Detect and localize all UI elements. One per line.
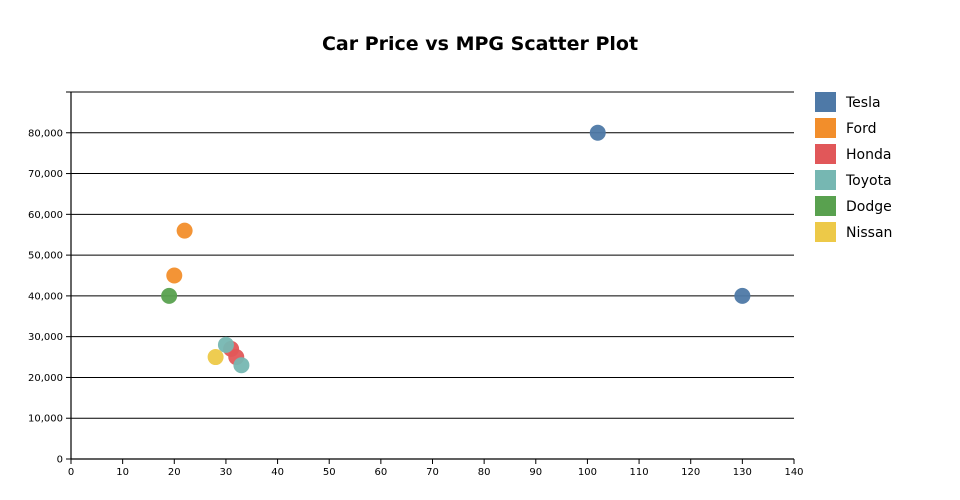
x-tick-label: 80	[478, 467, 491, 478]
x-tick-label: 60	[374, 467, 387, 478]
x-tick-label: 70	[426, 467, 439, 478]
data-point-tesla[interactable]	[589, 124, 606, 141]
legend-label: Toyota	[845, 173, 892, 189]
y-tick-label: 0	[57, 455, 63, 466]
x-tick-label: 40	[271, 467, 284, 478]
legend-item-honda[interactable]: Honda	[815, 144, 891, 164]
data-point-toyota[interactable]	[233, 357, 250, 374]
x-tick-label: 120	[681, 467, 700, 478]
y-tick-label: 50,000	[28, 251, 63, 262]
x-tick-label: 10	[116, 467, 129, 478]
y-tick-label: 60,000	[28, 210, 63, 221]
data-points	[161, 124, 751, 374]
legend-swatch	[815, 196, 836, 216]
x-tick-label: 20	[168, 467, 181, 478]
legend: Tesla Ford Honda Toyota Dodge Nissan	[815, 92, 892, 242]
chart-title: Car Price vs MPG Scatter Plot	[322, 33, 638, 55]
data-point-dodge[interactable]	[161, 287, 178, 304]
legend-label: Tesla	[845, 95, 881, 111]
legend-label: Dodge	[846, 199, 892, 215]
x-tick-label: 50	[323, 467, 336, 478]
data-point-tesla[interactable]	[734, 287, 751, 304]
y-tick-label: 10,000	[28, 414, 63, 425]
x-tick-label: 0	[68, 467, 74, 478]
axes: 0 10,000 20,000 30,000 40,000 50,000 60,000 70,…	[28, 92, 804, 478]
x-tick-label: 90	[529, 467, 542, 478]
y-tick-label: 30,000	[28, 332, 63, 343]
y-tick-label: 20,000	[28, 373, 63, 384]
x-tick-label: 110	[630, 467, 649, 478]
legend-item-tesla[interactable]: Tesla	[815, 92, 881, 112]
legend-item-nissan[interactable]: Nissan	[815, 222, 892, 242]
y-tick-label: 80,000	[28, 128, 63, 139]
legend-item-dodge[interactable]: Dodge	[815, 196, 892, 216]
x-tick-label: 130	[733, 467, 752, 478]
legend-label: Nissan	[846, 225, 892, 241]
data-point-ford[interactable]	[176, 222, 193, 239]
legend-swatch	[815, 222, 836, 242]
x-tick-label: 140	[784, 467, 803, 478]
legend-swatch	[815, 92, 836, 112]
y-tick-label: 40,000	[28, 291, 63, 302]
legend-swatch	[815, 170, 836, 190]
legend-swatch	[815, 118, 836, 138]
legend-item-ford[interactable]: Ford	[815, 118, 877, 138]
x-tick-label: 100	[578, 467, 597, 478]
data-point-ford[interactable]	[166, 267, 183, 284]
legend-swatch	[815, 144, 836, 164]
x-tick-label: 30	[220, 467, 233, 478]
grid-lines	[66, 91, 794, 419]
legend-item-toyota[interactable]: Toyota	[815, 170, 892, 190]
legend-label: Honda	[846, 147, 891, 163]
y-tick-label: 70,000	[28, 169, 63, 180]
data-point-nissan[interactable]	[207, 349, 224, 366]
data-point-toyota[interactable]	[217, 336, 234, 353]
legend-label: Ford	[846, 121, 877, 137]
